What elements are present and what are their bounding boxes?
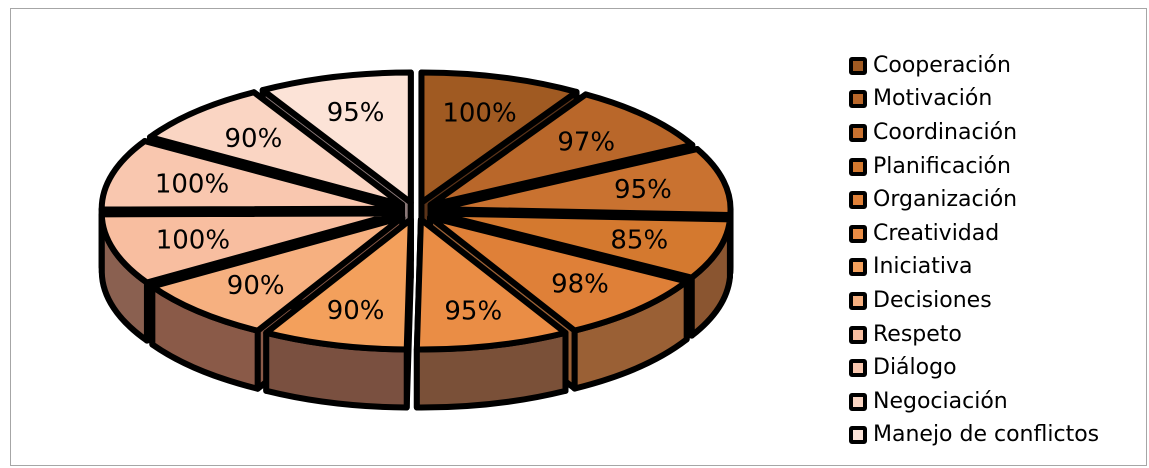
- legend-swatch: [849, 224, 867, 243]
- legend-item: Decisiones: [849, 284, 1099, 318]
- data-label-11: 95%: [327, 98, 385, 128]
- pie-slice-3: [432, 210, 733, 281]
- pie-chart: 100% 97% 95% 85%98% 95% 90% 90% 100% 100% 90% 95%: [98, 69, 734, 411]
- data-label-5: 95%: [444, 296, 502, 326]
- legend-swatch: [849, 426, 867, 445]
- legend-label: Respeto: [873, 321, 962, 347]
- pie-slice-8: [98, 210, 400, 286]
- pie-slice-7: [149, 214, 406, 334]
- data-label-8: 100%: [156, 226, 230, 256]
- legend-swatch: [849, 90, 867, 109]
- legend-swatch: [849, 56, 867, 75]
- data-label-4: 98%: [551, 270, 609, 300]
- data-label-6: 90%: [327, 296, 385, 326]
- pie-slice-9: [98, 138, 400, 213]
- pie-slice-11: [259, 69, 414, 206]
- legend-label: Planificación: [873, 153, 1011, 179]
- legend-label: Negociación: [873, 388, 1008, 414]
- legend-label: Motivación: [873, 86, 993, 112]
- pie-slice-5: [413, 216, 569, 353]
- legend-label: Manejo de conflictos: [873, 422, 1100, 448]
- legend-swatch: [849, 191, 867, 210]
- legend-label: Coordinación: [873, 119, 1018, 145]
- legend-label: Diálogo: [873, 355, 957, 381]
- legend-item: Cooperación: [849, 49, 1099, 83]
- data-label-3: 85%: [610, 225, 668, 255]
- legend-label: Creatividad: [873, 220, 1000, 246]
- legend-swatch: [849, 123, 867, 142]
- data-label-2: 95%: [614, 175, 672, 205]
- legend-item: Organización: [849, 183, 1099, 217]
- legend-swatch: [849, 325, 867, 344]
- legend-item: Motivación: [849, 83, 1099, 117]
- legend-swatch: [849, 157, 867, 176]
- pie-slice-0: [418, 69, 580, 206]
- data-label-1: 97%: [557, 127, 615, 157]
- data-label-0: 100%: [442, 98, 516, 128]
- legend-item: Negociación: [849, 385, 1099, 419]
- data-label-9: 100%: [155, 170, 229, 200]
- legend-item: Planificación: [849, 150, 1099, 184]
- legend-label: Cooperación: [873, 52, 1011, 78]
- pie-labels: 100% 97% 95% 85%98% 95% 90% 90% 100% 100% 90% 95%: [155, 98, 672, 326]
- legend-item: Coordinación: [849, 116, 1099, 150]
- data-label-10: 90%: [224, 124, 282, 154]
- chart-area: 100% 97% 95% 85% 98% 95% 90% 90% 100% 100% 90% 95% …: [10, 8, 1147, 466]
- legend: Cooperación Motivación Coordinación Planifi…: [849, 49, 1099, 452]
- legend-item: Iniciativa: [849, 251, 1099, 285]
- pie-slice-1: [427, 91, 696, 209]
- legend-label: Decisiones: [873, 287, 992, 313]
- pie-slice-6: [263, 216, 414, 353]
- pie-slice-4: [427, 214, 690, 334]
- legend-item: Diálogo: [849, 351, 1099, 385]
- legend-item: Manejo de conflictos: [849, 419, 1099, 453]
- legend-label: Iniciativa: [873, 254, 973, 280]
- legend-swatch: [849, 359, 867, 378]
- data-label-7: 90%: [227, 271, 285, 301]
- pie-tops: [98, 69, 734, 353]
- legend-swatch: [849, 291, 867, 310]
- legend-swatch: [849, 392, 867, 411]
- pie-slice-2: [432, 146, 734, 219]
- pie-slice-10: [146, 89, 406, 208]
- legend-item: Creatividad: [849, 217, 1099, 251]
- legend-item: Respeto: [849, 318, 1099, 352]
- legend-swatch: [849, 258, 867, 277]
- legend-label: Organización: [873, 187, 1018, 213]
